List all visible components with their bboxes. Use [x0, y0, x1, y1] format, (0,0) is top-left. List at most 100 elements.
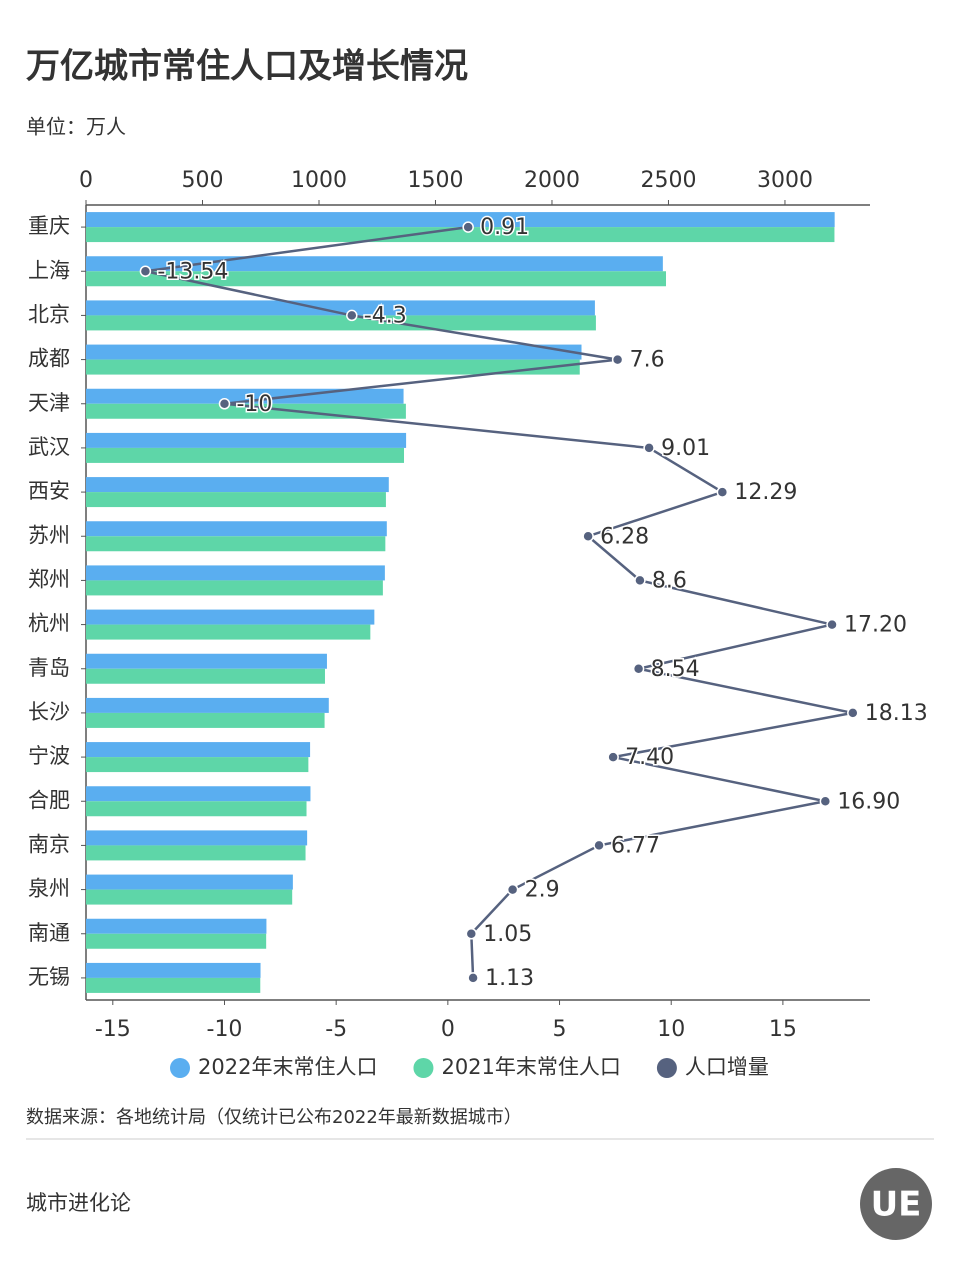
bar	[86, 565, 385, 581]
bar	[86, 271, 666, 287]
x-tick-label: 2500	[640, 168, 696, 193]
bar	[86, 477, 389, 493]
y-tick-label: 南京	[28, 832, 70, 856]
legend-label: 2021年末常住人口	[441, 1055, 620, 1079]
bar	[86, 830, 308, 846]
line-point	[847, 707, 859, 719]
y-tick-label: 南通	[28, 921, 70, 945]
x-tick-label: 2000	[524, 168, 580, 193]
legend-marker	[170, 1058, 190, 1078]
bar	[86, 359, 580, 375]
data-label: 1.05	[483, 922, 532, 947]
bar	[86, 845, 306, 861]
line	[145, 225, 854, 978]
x-tick-label: 1500	[407, 168, 463, 193]
y-tick-label: 合肥	[28, 788, 70, 812]
data-label: 8.54	[651, 657, 700, 682]
logo-text: UE	[871, 1185, 922, 1225]
data-label: -13.54	[157, 259, 228, 284]
line-point	[716, 486, 729, 498]
bar	[86, 918, 267, 934]
y-tick-label: 杭州	[28, 612, 70, 636]
logo-circle	[860, 1168, 932, 1240]
bar	[86, 668, 325, 684]
line-point	[634, 574, 646, 587]
data-label: 8.6	[652, 568, 687, 593]
bar	[86, 933, 267, 949]
line-point	[582, 530, 594, 542]
line-point	[139, 265, 152, 277]
bar	[86, 962, 261, 978]
x2-tick-label: 5	[553, 1017, 567, 1042]
legend-label: 人口增量	[685, 1055, 769, 1079]
data-label: -4.3	[364, 303, 407, 328]
y-tick-label: 成都	[28, 347, 70, 371]
bar	[86, 977, 261, 993]
bar	[86, 742, 311, 758]
bar	[86, 697, 329, 713]
data-label: 18.13	[865, 701, 928, 726]
y-tick-label: 上海	[28, 258, 70, 282]
y-tick-label: 长沙	[28, 700, 70, 724]
bar	[86, 300, 595, 316]
legend-marker	[413, 1058, 434, 1078]
legend-label: 2022年末常住人口	[198, 1055, 377, 1079]
bar	[86, 712, 325, 728]
bar	[86, 624, 371, 640]
x2-tick-label: 10	[657, 1017, 685, 1042]
line-point	[218, 398, 231, 410]
bar	[86, 874, 293, 890]
line-point	[467, 972, 479, 984]
bar	[86, 801, 307, 817]
data-label: 0.91	[480, 215, 529, 240]
line-point	[462, 221, 474, 233]
bar	[86, 492, 386, 508]
data-label: 17.20	[844, 613, 907, 638]
bar	[86, 653, 327, 669]
data-label: 12.29	[734, 480, 797, 505]
line-point	[643, 442, 655, 454]
footer: 城市进化论	[26, 1191, 131, 1215]
y-tick-label: 天津	[28, 391, 70, 415]
bar	[86, 432, 407, 448]
y-tick-label: 武汉	[28, 435, 70, 459]
line-point	[346, 309, 358, 322]
bar	[86, 757, 309, 773]
bar	[86, 536, 386, 552]
y-tick-label: 苏州	[28, 523, 70, 547]
line-point	[607, 751, 619, 763]
legend-marker	[656, 1058, 677, 1078]
x2-tick-label: -15	[95, 1017, 131, 1042]
x-tick-label: 500	[181, 168, 223, 193]
y-tick-label: 青岛	[28, 656, 70, 680]
line-point	[826, 618, 838, 631]
y-tick-label: 郑州	[28, 567, 70, 591]
bar	[86, 889, 293, 905]
x-tick-label: 3000	[757, 168, 813, 193]
line-point	[506, 883, 519, 896]
data-label: 6.28	[600, 524, 649, 549]
bar	[86, 447, 405, 463]
line-point	[632, 663, 645, 675]
y-tick-label: 西安	[28, 479, 70, 503]
data-label: 2.9	[525, 878, 560, 903]
y-tick-label: 重庆	[28, 214, 70, 238]
data-label: -10	[236, 392, 272, 417]
bar	[86, 344, 582, 360]
bar	[86, 212, 835, 228]
bar	[86, 580, 383, 596]
bar	[86, 786, 311, 802]
x2-tick-label: 0	[441, 1017, 455, 1042]
x-tick-label: 1000	[291, 168, 347, 193]
x-tick-label: 0	[79, 168, 93, 193]
x2-tick-label: 15	[769, 1017, 797, 1042]
x2-tick-label: -5	[325, 1017, 347, 1042]
y-tick-label: 泉州	[28, 877, 70, 901]
source-note: 数据来源：各地统计局（仅统计已公布2022年最新数据城市）	[26, 1107, 522, 1128]
bar	[86, 315, 596, 331]
line-point	[611, 353, 624, 366]
y-tick-label: 无锡	[28, 965, 70, 989]
data-label: 9.01	[661, 436, 710, 461]
y-tick-label: 北京	[28, 302, 70, 326]
